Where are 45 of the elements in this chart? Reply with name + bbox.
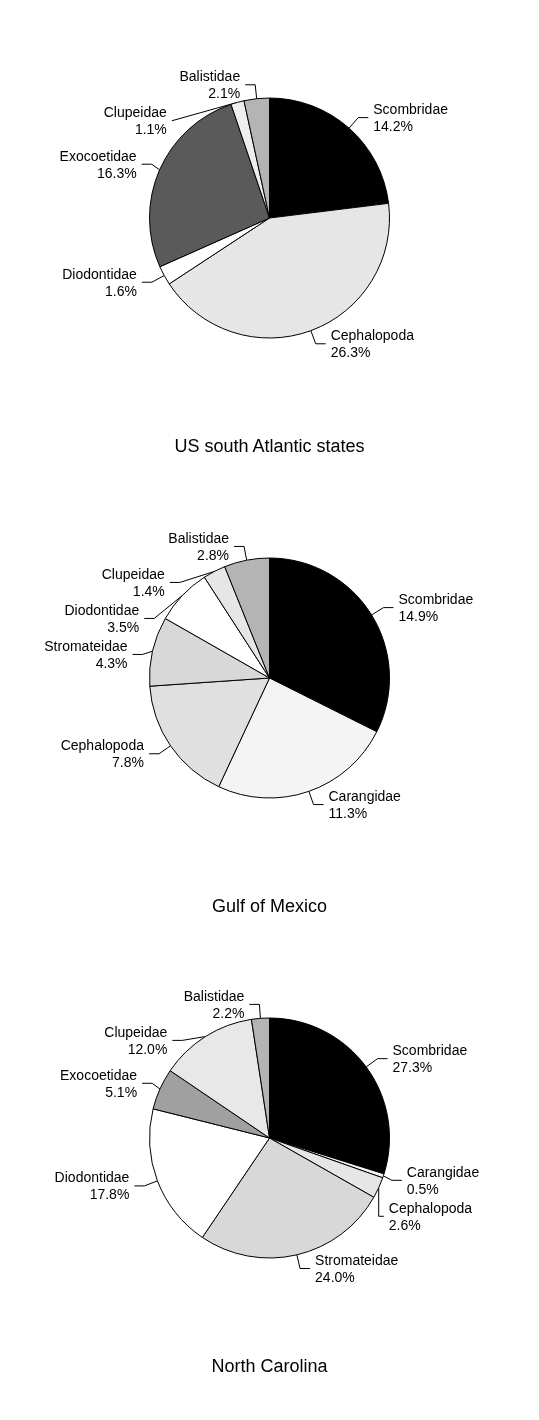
data-label: 3.5%	[107, 618, 140, 635]
slice-label: Diodontidae	[54, 1169, 130, 1186]
data-label: 2.1%	[208, 85, 241, 102]
slice-label: Balistidae	[179, 68, 241, 85]
data-label: 2.8%	[197, 546, 230, 563]
slice-label: Cephalopoda	[388, 1199, 473, 1216]
slice-label: Clupeidae	[103, 104, 168, 121]
data-label: 14.9%	[398, 608, 439, 625]
text: Gulf of Mexico	[211, 896, 328, 916]
slice-label: Diodontidae	[62, 265, 138, 282]
data-label: 1.4%	[132, 582, 165, 599]
slice-label: Carangidae	[328, 788, 402, 805]
slice-label: Clupeidae	[104, 1023, 168, 1040]
slice-label: Stromateidae	[44, 637, 128, 654]
slice-label: Scombridae	[373, 101, 449, 118]
data-label: 2.2%	[212, 1004, 245, 1021]
slice-label: Exocoetidae	[60, 1066, 138, 1083]
text: US south Atlantic states	[174, 436, 365, 456]
data-label: 17.8%	[89, 1186, 130, 1203]
slice-label: Scombridae	[392, 1042, 468, 1059]
slice-label: Cephalopoda	[60, 737, 145, 754]
data-label: 27.3%	[392, 1059, 433, 1076]
data-label: 24.0%	[315, 1268, 355, 1285]
data-label: 12.0%	[127, 1040, 168, 1057]
data-label: 1.1%	[134, 121, 167, 138]
slice-label: Clupeidae	[101, 565, 165, 582]
data-label: 1.6%	[104, 282, 137, 299]
slice-label: Carangidae	[406, 1163, 480, 1180]
data-label: 11.3%	[328, 805, 368, 822]
data-label: 14.2%	[373, 118, 413, 135]
data-label: 2.6%	[388, 1216, 421, 1233]
slice-label: Balistidae	[183, 987, 245, 1004]
text: North Carolina	[211, 1356, 329, 1376]
slice-label: Diodontidae	[64, 601, 140, 618]
slice-label: Scombridae	[398, 591, 474, 608]
data-label: 26.3%	[330, 344, 371, 361]
data-label: 7.8%	[112, 754, 144, 771]
data-label: 16.3%	[96, 164, 137, 181]
slice-label: Cephalopoda	[330, 327, 415, 344]
data-label: 0.5%	[406, 1180, 439, 1197]
slice-label: Exocoetidae	[59, 147, 137, 164]
slice-label: Stromateidae	[315, 1251, 399, 1268]
slice-label: Balistidae	[168, 529, 230, 546]
data-label: 4.3%	[95, 654, 128, 671]
data-label: 5.1%	[105, 1083, 138, 1100]
